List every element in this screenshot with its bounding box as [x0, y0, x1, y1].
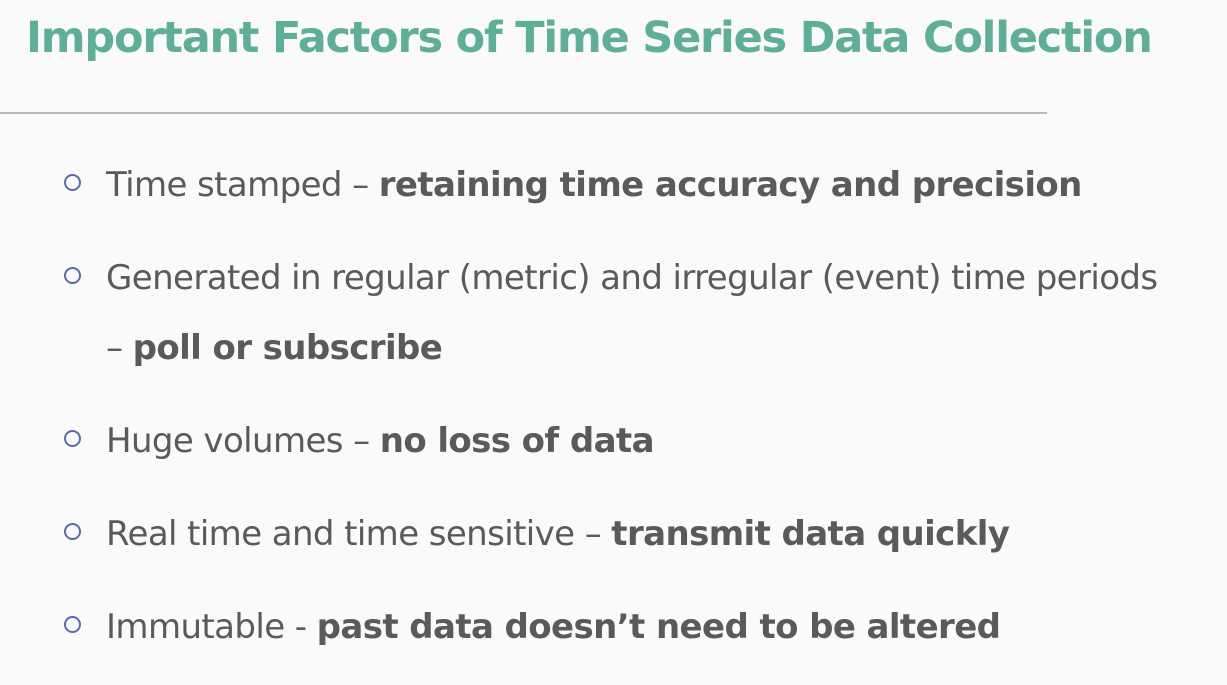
bullet-emphasis: transmit data quickly — [611, 514, 1010, 554]
hollow-circle-icon — [64, 267, 81, 284]
bullet-item: Generated in regular (metric) and irregu… — [62, 243, 1182, 383]
bullet-text: Huge volumes – — [106, 421, 380, 461]
bullet-text: Immutable - — [106, 607, 317, 647]
bullet-item: Huge volumes – no loss of data — [62, 406, 1182, 476]
bullet-item: Time stamped – retaining time accuracy a… — [62, 150, 1182, 220]
hollow-circle-icon — [64, 430, 81, 447]
title-divider — [0, 112, 1047, 114]
bullet-emphasis: poll or subscribe — [132, 328, 443, 368]
hollow-circle-icon — [64, 523, 81, 540]
bullet-text: Real time and time sensitive – — [106, 514, 612, 554]
bullet-item: Real time and time sensitive – transmit … — [62, 499, 1182, 569]
bullet-text: Generated in regular (metric) and irregu… — [106, 258, 1158, 368]
bullet-item: Immutable - past data doesn’t need to be… — [62, 592, 1182, 662]
slide-title: Important Factors of Time Series Data Co… — [26, 13, 1153, 63]
bullet-emphasis: past data doesn’t need to be altered — [316, 607, 1001, 647]
hollow-circle-icon — [64, 174, 81, 191]
hollow-circle-icon — [64, 616, 81, 633]
bullet-emphasis: no loss of data — [379, 421, 655, 461]
bullet-emphasis: retaining time accuracy and precision — [378, 165, 1083, 205]
bullet-text: Time stamped – — [106, 165, 379, 205]
bullet-list: Time stamped – retaining time accuracy a… — [62, 150, 1182, 685]
